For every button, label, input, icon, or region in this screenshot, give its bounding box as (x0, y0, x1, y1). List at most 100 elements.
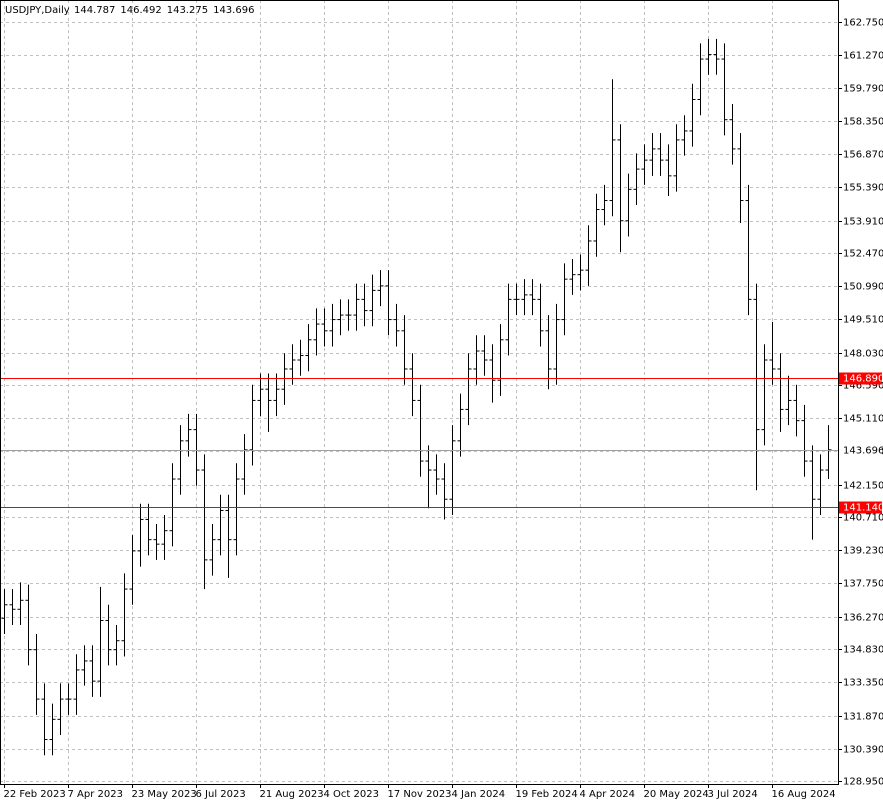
ohlc-bar (465, 353, 472, 426)
ohlc-bar (649, 133, 656, 176)
y-tick-label: 161.270 (843, 51, 883, 62)
x-tick-label: 4 Jan 2024 (452, 789, 506, 800)
ohlc-bar (721, 43, 728, 136)
y-tick-label: 137.750 (843, 579, 883, 590)
ohlc-bar (737, 133, 744, 224)
y-tick-label: 159.790 (843, 84, 883, 95)
ohlc-bar (641, 144, 648, 185)
ohlc-bar (585, 225, 592, 286)
header-value: 143.275 (167, 5, 208, 16)
ohlc-bar (569, 258, 576, 295)
ohlc-bar (289, 344, 296, 385)
ohlc-bar (209, 523, 216, 576)
y-tick-label: 152.470 (843, 249, 883, 260)
ohlc-bar (273, 373, 280, 417)
ohlc-bar (497, 324, 504, 396)
ohlc-bar (513, 283, 520, 316)
ohlc-bar (9, 589, 16, 625)
ohlc-bar (441, 463, 448, 520)
ohlc-bar (65, 683, 72, 715)
y-tick-label: 146.590 (843, 381, 883, 392)
ohlc-bar (681, 115, 688, 156)
ohlc-bar (89, 645, 96, 697)
header-value: 143.696 (213, 5, 254, 16)
bars (1, 38, 832, 756)
ohlc-bar (809, 445, 816, 540)
ohlc-bar (561, 263, 568, 336)
ohlc-bar (41, 683, 48, 756)
ohlc-bar (201, 454, 208, 590)
y-tick-label: 133.350 (843, 678, 883, 689)
ohlc-bar (609, 79, 616, 217)
y-tick-label: 156.870 (843, 150, 883, 161)
y-tick-label: 139.230 (843, 546, 883, 557)
ohlc-bar (1, 589, 8, 634)
ohlc-bar (313, 308, 320, 356)
ohlc-bar (417, 384, 424, 477)
ohlc-bar (601, 184, 608, 226)
ohlc-bar (665, 144, 672, 197)
y-tick-label: 149.510 (843, 315, 883, 326)
ohlc-bar (153, 523, 160, 560)
x-tick-label: 4 Oct 2023 (324, 789, 379, 800)
ohlc-bar (105, 604, 112, 666)
ohlc-bar (689, 83, 696, 147)
ohlc-bar (577, 254, 584, 291)
ohlc-bar (297, 339, 304, 376)
x-tick-label: 20 May 2024 (644, 789, 709, 800)
level-label: 141.140 (843, 503, 883, 514)
price-label: 143.696 (843, 446, 883, 457)
ohlc-bar (225, 494, 232, 578)
y-tick-label: 136.270 (843, 613, 883, 624)
x-tick-label: 19 Feb 2024 (516, 789, 578, 800)
ohlc-bar (129, 535, 136, 605)
ohlc-bar (753, 283, 760, 491)
ohlc-bar (745, 184, 752, 316)
ohlc-bar (617, 124, 624, 253)
x-tick-label: 6 Jul 2023 (196, 789, 246, 800)
plot-border (0, 0, 839, 785)
level-label-box (839, 501, 882, 514)
ohlc-bar (625, 173, 632, 237)
ohlc-bar (193, 413, 200, 486)
ohlc-bar (785, 375, 792, 426)
y-tick-label: 140.710 (843, 513, 883, 524)
ohlc-bar (177, 425, 184, 495)
y-tick-label: 148.030 (843, 349, 883, 360)
ohlc-bar (505, 283, 512, 356)
ohlc-bar (377, 270, 384, 307)
ohlc-bar (769, 321, 776, 385)
y-tick-label: 145.110 (843, 414, 883, 425)
header-values: 144.787 146.492 143.275 143.696 (74, 5, 254, 16)
ohlc-bar (673, 124, 680, 192)
ohlc-bar (473, 335, 480, 385)
ohlc-bar (801, 404, 808, 477)
ohlc-bar (385, 270, 392, 336)
ohlc-bar (241, 434, 248, 495)
ohlc-bar (705, 38, 712, 75)
ohlc-bar (633, 153, 640, 206)
ohlc-bar (97, 586, 104, 697)
ohlc-bar (169, 463, 176, 547)
ohlc-bar (817, 454, 824, 515)
y-tick-label: 128.950 (843, 777, 883, 788)
ohlc-bar (145, 503, 152, 556)
header-value: 146.492 (120, 5, 161, 16)
ohlc-bar (777, 353, 784, 432)
ohlc-bar (321, 308, 328, 347)
x-tick-label: 4 Apr 2024 (580, 789, 635, 800)
y-tick-label: 155.390 (843, 183, 883, 194)
ohlc-bar (33, 633, 40, 715)
ohlc-bar (537, 283, 544, 347)
ohlc-bar (137, 503, 144, 567)
ohlc-bar (521, 279, 528, 316)
ohlc-bar (121, 573, 128, 657)
ohlc-bar (345, 299, 352, 331)
ohlc-bar (265, 373, 272, 432)
ohlc-bar (481, 335, 488, 376)
x-tick-label: 16 Aug 2024 (772, 789, 836, 800)
y-tick-label: 142.150 (843, 481, 883, 492)
ohlc-bar (825, 425, 832, 480)
